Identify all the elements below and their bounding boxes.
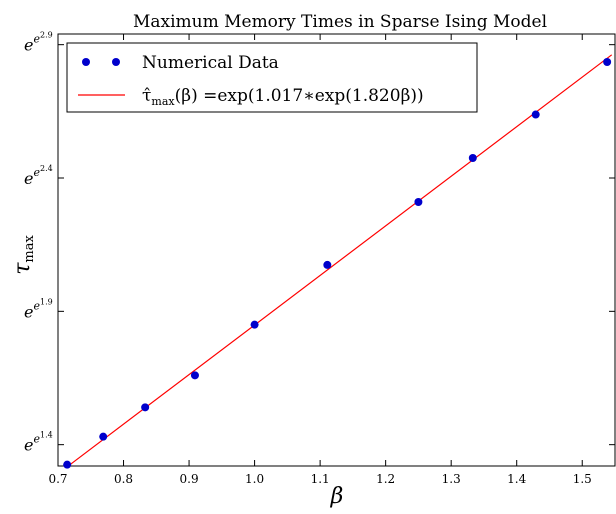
legend-label-fit: τ̂max(β) =exp(1.017∗exp(1.820β)) xyxy=(142,86,424,108)
chart-title: Maximum Memory Times in Sparse Ising Mod… xyxy=(133,12,547,32)
x-tick-label: 1.5 xyxy=(573,472,592,486)
y-tick-label: ee2.4 xyxy=(24,164,53,188)
legend-fit-arg: (β) xyxy=(175,86,198,106)
legend-box xyxy=(66,42,478,113)
x-axis: 0.7 0.8 0.9 1.0 1.1 1.2 1.3 1.4 1.5 xyxy=(48,34,592,486)
x-tick-label: 0.9 xyxy=(180,472,199,486)
y-axis-label: τmax xyxy=(10,235,37,275)
legend: Numerical Data τ̂max(β) =exp(1.017∗exp(1… xyxy=(66,42,478,113)
fit-line-path xyxy=(66,54,613,468)
data-point xyxy=(468,154,477,162)
legend-fit-equation: =exp(1.017∗exp(1.820β)) xyxy=(198,86,424,106)
x-tick-label: 1.4 xyxy=(507,472,526,486)
fit-line xyxy=(66,54,613,468)
x-tick-label: 0.8 xyxy=(114,472,133,486)
x-tick-label: 1.2 xyxy=(376,472,395,486)
x-tick-label: 1.0 xyxy=(245,472,264,486)
y-tick-label: ee2.9 xyxy=(24,31,53,55)
y-tick-label: ee1.4 xyxy=(24,431,53,455)
data-point xyxy=(141,403,150,412)
data-point xyxy=(531,110,540,119)
legend-marker-point xyxy=(112,58,120,66)
data-point xyxy=(414,198,423,206)
data-point xyxy=(190,371,199,380)
x-tick-label: 0.7 xyxy=(48,472,67,486)
data-point xyxy=(603,58,612,66)
legend-fit-subscript: max xyxy=(151,95,175,108)
legend-fit-tau: τ̂ xyxy=(142,86,151,106)
x-axis-label: β xyxy=(330,484,344,509)
plot-frame xyxy=(57,33,616,467)
x-tick-label: 1.1 xyxy=(311,472,330,486)
data-point xyxy=(99,432,108,441)
y-axis: ee1.4 ee1.9 ee2.4 ee2.9 xyxy=(24,31,615,455)
y-tick-label: ee1.9 xyxy=(24,297,53,321)
data-points xyxy=(63,58,612,469)
legend-marker-point xyxy=(82,58,90,66)
svg-text:τmax: τmax xyxy=(10,235,37,275)
legend-label-data: Numerical Data xyxy=(142,53,279,73)
data-point xyxy=(250,320,259,329)
x-tick-label: 1.3 xyxy=(442,472,461,486)
data-point xyxy=(63,460,72,469)
y-axis-label-main: τ xyxy=(10,262,35,275)
data-point xyxy=(323,260,332,269)
y-axis-label-subscript: max xyxy=(22,235,37,263)
